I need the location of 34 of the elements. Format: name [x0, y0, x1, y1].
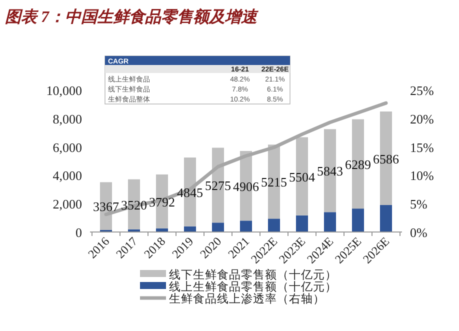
y2-tick-label: 15% — [410, 140, 434, 155]
data-label: 6586 — [373, 151, 400, 166]
y-tick-label: 2,000 — [52, 196, 82, 212]
bar — [240, 220, 252, 232]
y2-tick-label: 25% — [410, 83, 434, 98]
y-tick-label: 6,000 — [52, 140, 82, 155]
legend-label: 线下生鲜食品零售额（十亿元） — [169, 268, 337, 282]
bar — [268, 218, 280, 232]
y2-tick-label: 20% — [410, 111, 434, 126]
chart-title: 图表 7：中国生鲜食品零售额及增速 — [5, 8, 259, 26]
bar — [352, 208, 364, 232]
data-label: 3520 — [121, 197, 147, 212]
legend-label: 生鲜食品线上渗透率（右轴） — [169, 292, 325, 306]
data-label: 4845 — [177, 184, 203, 200]
y-tick-label: 8,000 — [52, 111, 82, 126]
bar — [212, 222, 224, 232]
data-label: 4906 — [233, 178, 260, 194]
data-label: 5504 — [289, 169, 316, 184]
bar — [324, 212, 336, 232]
data-label: 5843 — [317, 164, 343, 179]
legend-label: 线上生鲜食品零售额（十亿元） — [169, 280, 337, 294]
y2-tick-label: 5% — [410, 196, 428, 212]
y-tick-label: 0 — [76, 225, 82, 240]
data-label: 3367 — [93, 199, 120, 214]
data-label: 6289 — [345, 156, 371, 172]
y2-tick-label: 10% — [410, 168, 434, 184]
y-tick-label: 4,000 — [52, 168, 82, 184]
y2-tick-label: 0% — [410, 225, 428, 240]
y-tick-label: 10,000 — [46, 83, 82, 98]
data-label: 5275 — [205, 178, 231, 194]
bar — [296, 215, 308, 232]
data-label: 5215 — [261, 174, 287, 190]
data-label: 3792 — [149, 194, 175, 210]
bar — [380, 205, 392, 232]
